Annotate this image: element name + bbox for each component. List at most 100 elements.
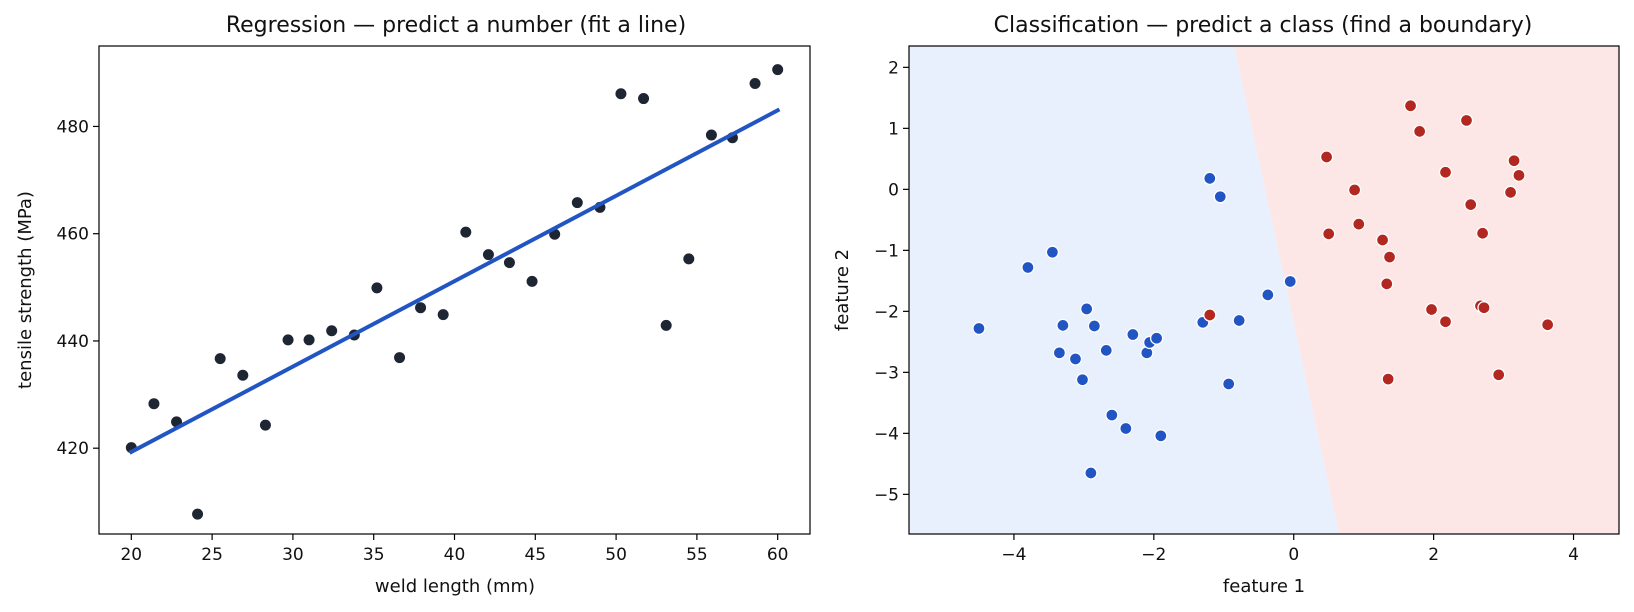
data-point bbox=[281, 333, 295, 347]
x-tick-label: 45 bbox=[524, 545, 546, 565]
class-red-point bbox=[1492, 368, 1506, 382]
regression-title: Regression — predict a number (fit a lin… bbox=[226, 13, 686, 38]
x-tick-label: 20 bbox=[120, 545, 142, 565]
data-point bbox=[414, 301, 428, 315]
class-blue-point bbox=[1283, 274, 1297, 289]
data-point bbox=[748, 77, 762, 91]
classification-y-label: feature 2 bbox=[832, 249, 853, 331]
data-point bbox=[502, 256, 516, 270]
class-red-point bbox=[1507, 154, 1521, 168]
class-blue-point bbox=[1056, 318, 1070, 333]
class-red-point bbox=[1475, 226, 1490, 240]
class-red-point bbox=[1459, 113, 1474, 128]
x-tick-label: 30 bbox=[282, 545, 304, 565]
data-point bbox=[302, 333, 316, 347]
x-tick-label: 2 bbox=[1428, 545, 1439, 565]
fit-line bbox=[128, 107, 781, 455]
class-red-point bbox=[1319, 150, 1334, 164]
classification-y-ticks: 2 1 0 −1 −2 −3 −4 −5 bbox=[874, 58, 909, 505]
class-red-point bbox=[1403, 99, 1418, 113]
class-blue-point bbox=[1154, 429, 1168, 443]
class-blue-point bbox=[1213, 190, 1227, 204]
data-point bbox=[614, 87, 628, 101]
y-tick-label: 460 bbox=[57, 225, 89, 245]
class-blue-point bbox=[1099, 343, 1113, 358]
classification-x-label: feature 1 bbox=[1223, 576, 1305, 597]
class-blue-point bbox=[1149, 331, 1164, 345]
class-blue-point bbox=[1080, 302, 1094, 316]
regression-y-ticks: 420 440 460 480 bbox=[57, 117, 99, 459]
data-point bbox=[436, 308, 450, 322]
y-tick-label: 1 bbox=[888, 119, 899, 139]
y-tick-label: −1 bbox=[874, 241, 899, 261]
class-red-point bbox=[1438, 315, 1453, 329]
region-class-red bbox=[1234, 46, 1619, 534]
class-red-point bbox=[1512, 168, 1526, 182]
x-tick-label: 60 bbox=[767, 545, 789, 565]
data-point bbox=[682, 252, 696, 266]
x-tick-label: 4 bbox=[1568, 545, 1579, 565]
decision-regions bbox=[909, 46, 1619, 534]
x-tick-label: 40 bbox=[444, 545, 466, 565]
y-tick-label: 2 bbox=[888, 58, 899, 78]
class-blue-point bbox=[1126, 327, 1140, 342]
classification-axes-frame bbox=[908, 45, 1620, 535]
class-red-point bbox=[1322, 227, 1336, 241]
class-blue-point bbox=[1075, 373, 1090, 387]
data-point bbox=[659, 318, 673, 332]
data-point bbox=[570, 196, 584, 210]
data-point bbox=[771, 63, 785, 77]
classification-x-ticks: −4 −2 0 2 4 bbox=[1001, 534, 1579, 565]
class-blue-point bbox=[1119, 421, 1133, 436]
class-red-point bbox=[1382, 250, 1397, 264]
class-red-point bbox=[1464, 197, 1478, 212]
y-tick-label: −4 bbox=[874, 424, 899, 444]
class-blue-point bbox=[1232, 313, 1246, 328]
x-tick-label: 0 bbox=[1288, 545, 1299, 565]
data-point bbox=[370, 281, 384, 295]
class-red-point bbox=[1203, 308, 1217, 322]
data-point bbox=[213, 352, 227, 366]
classification-panel: Classification — predict a class (find a… bbox=[832, 13, 1620, 597]
data-point bbox=[704, 128, 718, 142]
x-tick-label: −4 bbox=[1001, 545, 1026, 565]
class-red-point bbox=[1477, 301, 1491, 315]
data-point bbox=[191, 507, 205, 521]
data-point bbox=[393, 351, 407, 365]
class-red-point bbox=[1424, 302, 1439, 317]
class-red-point bbox=[1375, 233, 1390, 247]
regression-panel: Regression — predict a number (fit a lin… bbox=[15, 13, 811, 597]
regression-x-ticks: 20 25 30 35 40 45 50 55 60 bbox=[120, 534, 789, 565]
class-blue-point bbox=[1021, 260, 1035, 275]
data-point bbox=[258, 418, 272, 432]
x-tick-label: −2 bbox=[1141, 545, 1166, 565]
regression-marks bbox=[124, 63, 785, 521]
data-point bbox=[325, 324, 339, 338]
class-blue-point bbox=[1084, 466, 1098, 480]
class-blue-point bbox=[972, 321, 986, 336]
class-blue-point bbox=[1105, 408, 1119, 422]
class-blue-point bbox=[1087, 319, 1102, 333]
data-point bbox=[525, 274, 539, 288]
classification-title: Classification — predict a class (find a… bbox=[994, 13, 1533, 38]
data-point bbox=[481, 248, 495, 262]
y-tick-label: −2 bbox=[874, 302, 899, 322]
x-tick-label: 35 bbox=[363, 545, 385, 565]
class-red-point bbox=[1503, 185, 1518, 200]
regression-axes-frame bbox=[98, 45, 811, 535]
class-red-point bbox=[1412, 124, 1427, 139]
data-point bbox=[236, 368, 250, 382]
data-point bbox=[637, 92, 651, 106]
classification-marks bbox=[972, 99, 1555, 480]
x-tick-label: 55 bbox=[686, 545, 708, 565]
class-red-point bbox=[1352, 217, 1366, 231]
y-tick-label: −3 bbox=[874, 363, 899, 383]
x-tick-label: 25 bbox=[201, 545, 223, 565]
class-red-point bbox=[1438, 165, 1453, 179]
y-tick-label: 420 bbox=[57, 439, 89, 459]
class-red-point bbox=[1380, 277, 1394, 291]
y-tick-label: −5 bbox=[874, 485, 899, 505]
regression-x-label: weld length (mm) bbox=[375, 576, 535, 597]
x-tick-label: 50 bbox=[605, 545, 627, 565]
